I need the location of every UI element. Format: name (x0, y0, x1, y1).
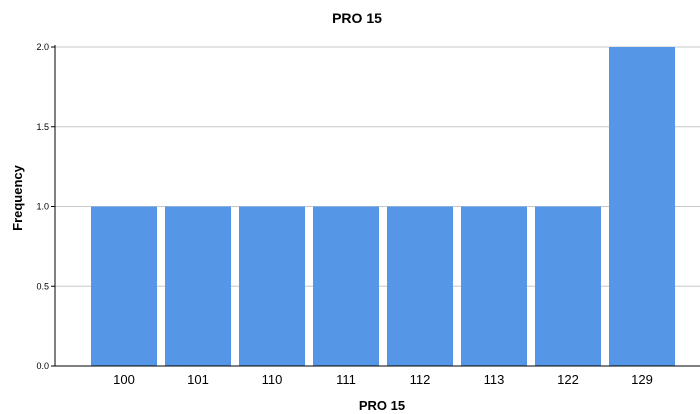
y-axis-title: Frequency (10, 164, 25, 231)
x-tick-labels: 100 101 110 111 112 113 122 129 (113, 372, 653, 387)
x-tick-label: 112 (410, 372, 431, 387)
bar (165, 206, 231, 366)
y-tick-labels: 0.0 0.5 1.0 1.5 2.0 (36, 42, 49, 371)
x-tick-label: 110 (262, 372, 283, 387)
bar (313, 206, 379, 366)
x-tick-label: 101 (187, 372, 209, 387)
bar (609, 47, 675, 366)
bars (91, 47, 675, 366)
y-tick-label: 1.5 (36, 122, 49, 132)
axes (51, 45, 700, 367)
chart-title: PRO 15 (332, 10, 382, 26)
x-tick-label: 113 (484, 372, 505, 387)
bar (387, 206, 453, 366)
y-tick-label: 0.0 (36, 361, 49, 371)
y-tick-label: 1.0 (36, 202, 49, 212)
bar (535, 206, 601, 366)
x-tick-label: 122 (557, 372, 579, 387)
y-tick-label: 0.5 (36, 281, 49, 291)
x-tick-label: 111 (336, 372, 356, 387)
x-tick-label: 129 (631, 372, 653, 387)
y-tick-label: 2.0 (36, 42, 49, 52)
x-axis-title: PRO 15 (359, 398, 405, 413)
bar (461, 206, 527, 366)
bar (91, 206, 157, 366)
bar (239, 206, 305, 366)
x-tick-label: 100 (113, 372, 135, 387)
